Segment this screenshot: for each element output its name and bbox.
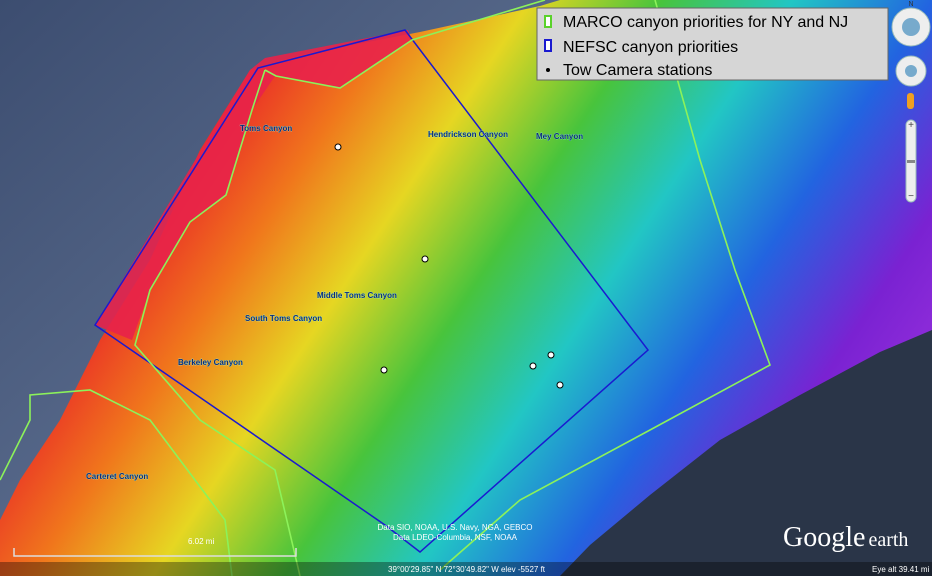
legend-label: Tow Camera stations bbox=[563, 62, 712, 79]
legend-label: NEFSC canyon priorities bbox=[563, 39, 738, 56]
logo-brand: Google bbox=[783, 522, 865, 553]
station bbox=[556, 381, 564, 389]
zoom-thumb[interactable] bbox=[907, 160, 915, 163]
compass-north: N bbox=[908, 1, 913, 8]
nefsc-polygon bbox=[93, 29, 650, 553]
legend-swatch bbox=[544, 39, 552, 52]
legend: MARCO canyon priorities for NY and NJ NE… bbox=[536, 7, 889, 81]
zoom-in[interactable]: + bbox=[908, 120, 914, 131]
legend-box bbox=[536, 7, 889, 81]
shelf-area bbox=[0, 0, 560, 520]
canyon-label: South Toms Canyon bbox=[245, 314, 322, 323]
attribution: Data LDEO-Columbia, NSF, NOAA bbox=[393, 533, 518, 542]
station bbox=[380, 366, 388, 374]
look-joystick[interactable] bbox=[902, 18, 920, 36]
station bbox=[547, 351, 555, 359]
station bbox=[529, 362, 537, 370]
legend-swatch bbox=[546, 68, 550, 72]
abyssal-plain bbox=[560, 330, 932, 576]
scale-line bbox=[13, 548, 297, 557]
pegman[interactable] bbox=[907, 93, 914, 109]
marco-polygon bbox=[0, 0, 771, 576]
station bbox=[421, 255, 429, 263]
status-eye-alt: Eye alt 39.41 mi bbox=[872, 565, 930, 574]
canyon-label: Berkeley Canyon bbox=[178, 358, 243, 367]
canyon-label: Hendrickson Canyon bbox=[428, 130, 508, 139]
status-coordinates: 39°00'29.85" N 72°30'49.82" W elev -5527… bbox=[388, 565, 546, 574]
zoom-out[interactable]: − bbox=[908, 191, 914, 202]
station bbox=[334, 143, 342, 151]
canyon-label: Carteret Canyon bbox=[86, 472, 148, 481]
legend-swatch bbox=[544, 15, 552, 28]
legend-label: MARCO canyon priorities for NY and NJ bbox=[563, 14, 848, 31]
logo: Google earth bbox=[783, 522, 908, 553]
pan-center bbox=[905, 65, 917, 77]
canyon-label: Middle Toms Canyon bbox=[317, 291, 397, 300]
canyon-label: Toms Canyon bbox=[240, 124, 292, 133]
canyon-label: Mey Canyon bbox=[536, 132, 583, 141]
scale-bar: 6.02 mi bbox=[13, 537, 297, 557]
status-bar bbox=[0, 562, 932, 576]
attribution: Data SIO, NOAA, U.S. Navy, NGA, GEBCO bbox=[378, 523, 533, 532]
logo-product: earth bbox=[868, 529, 908, 551]
scale-label: 6.02 mi bbox=[188, 537, 214, 546]
tow-stations bbox=[334, 143, 564, 389]
nav-controls: N + − bbox=[891, 1, 931, 203]
